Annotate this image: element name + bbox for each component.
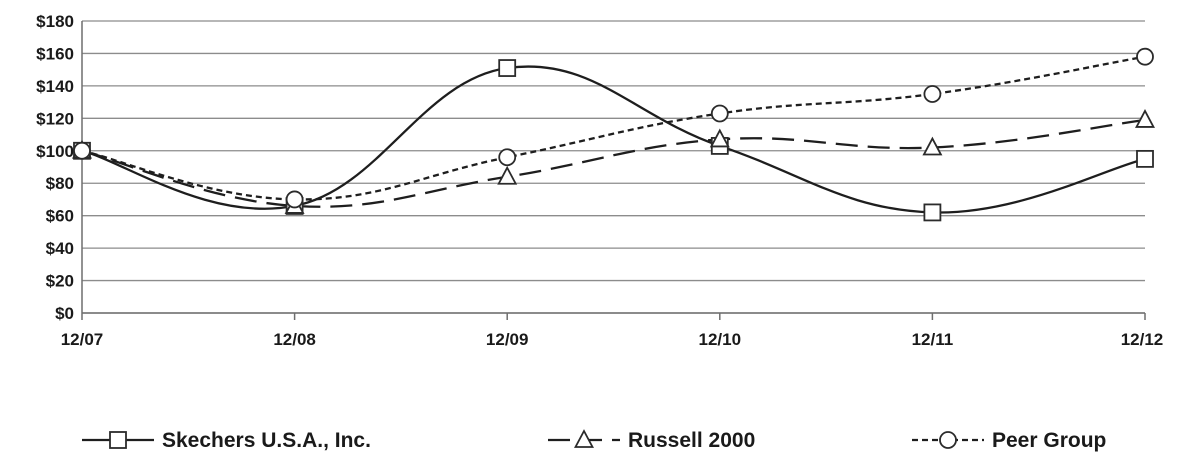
legend-marker: [109, 431, 127, 449]
y-tick-label: $100: [36, 142, 74, 161]
data-point-russell-2000: [497, 165, 518, 185]
legend-item-skechers-u-s-a-inc: Skechers U.S.A., Inc.: [82, 429, 371, 452]
data-point-peer-group: [1136, 47, 1154, 66]
x-tick-label: 12/07: [61, 330, 104, 349]
y-tick-label: $20: [46, 272, 74, 291]
x-tick-label: 12/11: [912, 330, 954, 349]
data-point-peer-group: [923, 85, 942, 103]
legend-item-russell-2000: Russell 2000: [548, 429, 755, 452]
x-tick-label: 12/10: [699, 330, 742, 349]
x-tick-labels: 12/07 12/08 12/09 12/10 12/11 12/12: [61, 330, 1164, 349]
y-tick-label: $160: [36, 44, 74, 63]
data-point-russell-2000: [1135, 109, 1155, 128]
data-point-russell-2000: [922, 136, 943, 156]
legend-label: Russell 2000: [628, 429, 755, 452]
series-lines: [81, 55, 1146, 214]
y-tick-label: $40: [46, 239, 74, 258]
grid-lines: [82, 20, 1145, 314]
series-markers: [72, 47, 1155, 222]
data-point-skechers-u-s-a-inc: [498, 59, 517, 77]
data-point-peer-group: [710, 104, 729, 123]
y-tick-label: $180: [36, 12, 74, 31]
series-line-skechers-u-s-a-inc: [81, 65, 1146, 214]
x-tick-label: 12/08: [273, 330, 316, 349]
data-point-skechers-u-s-a-inc: [923, 203, 942, 222]
legend-marker: [574, 429, 594, 448]
data-point-peer-group: [73, 141, 91, 160]
data-point-russell-2000: [709, 128, 730, 148]
legend-label: Skechers U.S.A., Inc.: [162, 429, 371, 452]
y-tick-label: $120: [36, 109, 74, 128]
x-tick-label: 12/09: [486, 330, 529, 349]
y-tick-label: $0: [55, 304, 74, 323]
data-point-peer-group: [498, 148, 517, 167]
legend-marker: [939, 431, 957, 449]
y-tick-label: $60: [46, 207, 74, 226]
data-point-skechers-u-s-a-inc: [1136, 149, 1154, 168]
series-line-peer-group: [81, 55, 1146, 201]
x-tick-label: 12/12: [1121, 330, 1164, 349]
y-tick-label: $80: [46, 174, 74, 193]
legend-item-peer-group: Peer Group: [912, 429, 1106, 452]
y-tick-labels: $0 $20 $40 $60 $80 $100 $120 $140 $160 $180: [36, 12, 74, 323]
y-tick-label: $140: [36, 77, 74, 96]
data-point-peer-group: [285, 190, 304, 209]
legend: Skechers U.S.A., Inc. Russell 2000 Peer Gr…: [82, 429, 1106, 452]
series-line-russell-2000: [81, 118, 1146, 208]
legend-label: Peer Group: [992, 429, 1106, 452]
axes: [81, 21, 1146, 320]
